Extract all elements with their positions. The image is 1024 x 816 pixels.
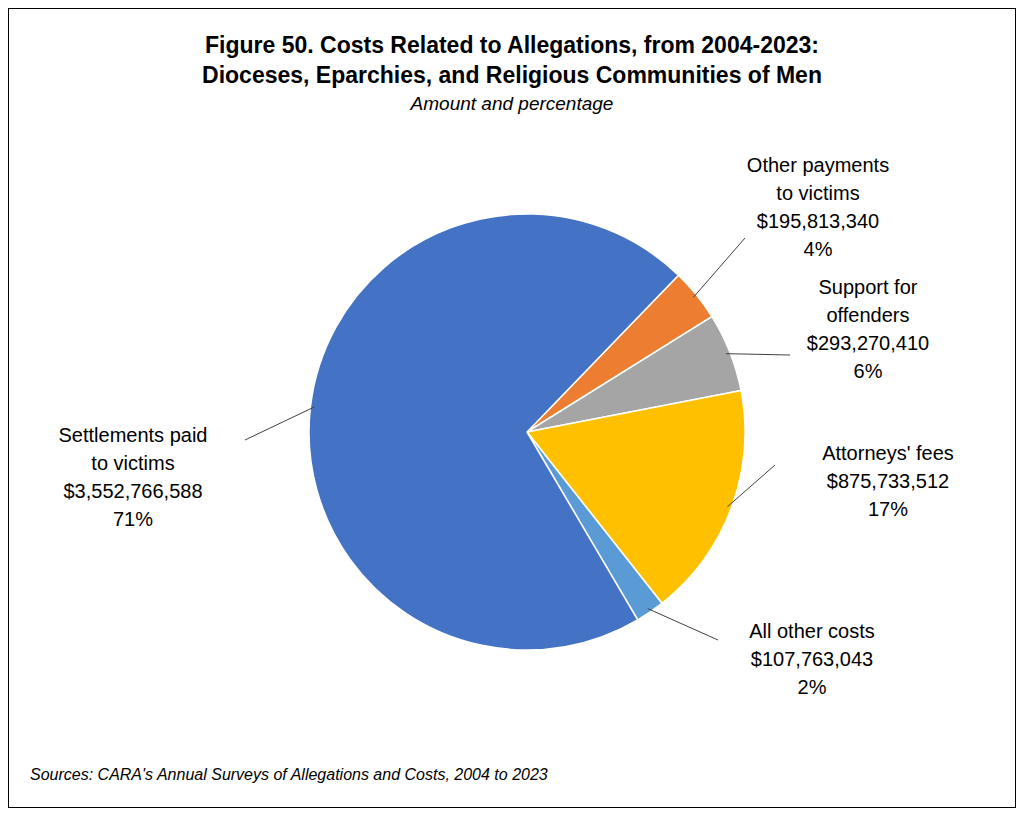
html-text:Dioceses, Eparchies, and Relig: Dioceses, Eparchies, and Religious Commu…: [202, 62, 822, 88]
svg-text:All other costs$107,763,0432%: All other costs$107,763,0432%: [749, 620, 875, 698]
svg-text:Support foroffenders$293,270,4: Support foroffenders$293,270,4106%: [807, 276, 929, 382]
svg-text:Attorneys' fees$875,733,51217%: Attorneys' fees$875,733,51217%: [822, 442, 954, 520]
svg-text:Settlements paidto victims$3,5: Settlements paidto victims$3,552,766,588…: [59, 424, 208, 530]
html-text:Amount and percentage: Amount and percentage: [410, 93, 614, 114]
html-text:Figure 50. Costs Related to Al: Figure 50. Costs Related to Allegations,…: [205, 32, 819, 58]
svg-text:Other paymentsto victims$195,8: Other paymentsto victims$195,813,3404%: [747, 154, 889, 260]
html-text:Sources: CARA's Annual Surveys: Sources: CARA's Annual Surveys of Allega…: [30, 766, 548, 783]
